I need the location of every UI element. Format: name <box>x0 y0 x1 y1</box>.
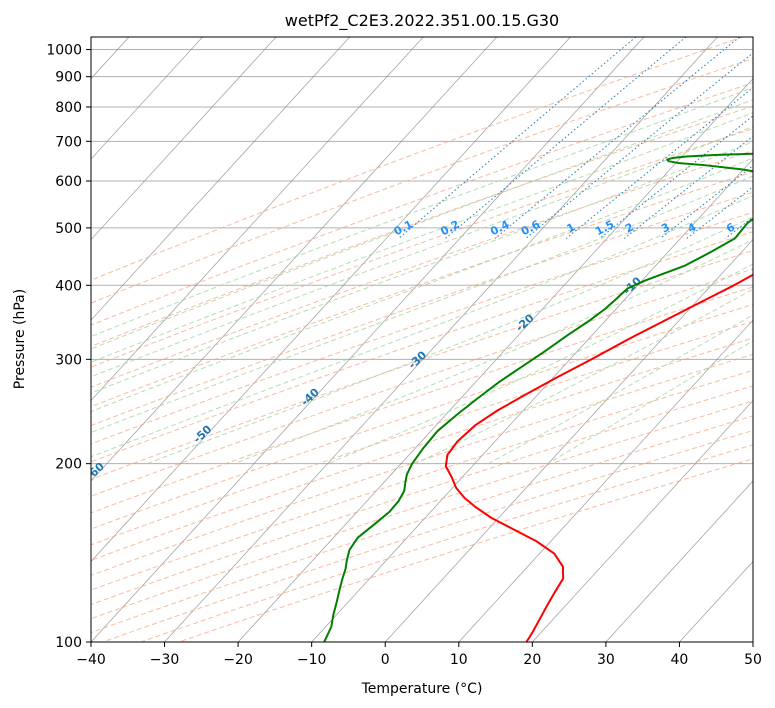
chart-title: wetPf2_C2E3.2022.351.00.15.G30 <box>285 11 559 31</box>
y-tick-label: 800 <box>55 100 82 116</box>
dry-adiabat-line <box>91 82 753 326</box>
moist-adiabat-line <box>415 288 753 465</box>
mixing-ratio-lines <box>398 37 753 239</box>
x-tick-label: −30 <box>150 652 180 668</box>
x-tick-label: 50 <box>744 652 762 668</box>
x-tick-label: 10 <box>450 652 468 668</box>
y-tick-label: 200 <box>55 457 82 473</box>
y-tick-label: 1000 <box>46 43 82 59</box>
x-tick-label: 0 <box>381 652 390 668</box>
mixing-ratio-line <box>599 115 753 239</box>
moist-adiabat-line <box>327 263 753 465</box>
dry-adiabat-line <box>91 211 753 445</box>
y-tick-label: 500 <box>55 221 82 237</box>
moist-adiabat-line <box>91 112 753 363</box>
x-tick-label: −20 <box>223 652 253 668</box>
dry-adiabat-line <box>91 286 753 514</box>
mixing-ratio-line <box>660 164 753 239</box>
moist-adiabat-line <box>91 126 753 378</box>
y-tick-label: 900 <box>55 70 82 86</box>
mixing-ratio-line <box>525 52 753 239</box>
isotherm-line <box>605 480 753 642</box>
y-tick-label: 400 <box>55 278 82 294</box>
x-axis-label: Temperature (°C) <box>361 681 483 697</box>
moist-adiabat-line <box>91 99 753 350</box>
temperature-profile-line <box>444 273 753 642</box>
moist-adiabat-line <box>91 86 753 338</box>
isotherm-line <box>91 37 277 241</box>
x-tick-label: −10 <box>297 652 327 668</box>
y-tick-label: 100 <box>55 635 82 651</box>
plot-area: -100-90-80-70-60-50-40-30-20-100.10.20.4… <box>91 37 753 642</box>
dewpoint-profile-line <box>323 152 753 642</box>
x-tick-label: −40 <box>76 652 106 668</box>
isotherm-line <box>91 37 203 160</box>
isotherm-line <box>532 399 753 642</box>
isotherm-line <box>237 78 753 642</box>
isotherm-line <box>164 37 718 642</box>
dry-adiabat-line <box>91 369 753 591</box>
dry-adiabat-line <box>91 400 753 620</box>
moist-adiabat-line <box>91 194 753 458</box>
isotherm-line <box>91 37 350 321</box>
y-tick-label: 300 <box>55 352 82 368</box>
isotherm-line <box>91 37 571 563</box>
dry-adiabat-line <box>91 250 753 480</box>
dry-adiabat-line <box>91 385 753 606</box>
y-axis: 100 200 300 400 500 600 700 800 900 1000 <box>46 43 91 651</box>
moist-adiabat-line <box>91 175 753 434</box>
isotherm-line <box>91 37 645 642</box>
y-tick-label: 600 <box>55 174 82 190</box>
moist-adiabat-line <box>91 141 753 394</box>
moist-adiabat-line <box>146 216 753 465</box>
dry-adiabat-line <box>91 415 753 634</box>
dry-adiabat-line <box>91 337 753 561</box>
x-tick-label: 30 <box>597 652 615 668</box>
plot-frame <box>90 36 754 643</box>
isotherm-line <box>384 238 753 642</box>
profile-lines <box>323 152 753 642</box>
pressure-gridlines <box>91 49 753 642</box>
isotherm-line <box>91 37 498 482</box>
isotherm-line <box>91 37 424 402</box>
isotherm-line <box>458 319 753 642</box>
x-tick-label: 20 <box>523 652 541 668</box>
y-tick-label: 700 <box>55 134 82 150</box>
dry-adiabat-line <box>91 105 753 348</box>
dry-adiabat-line <box>91 303 753 530</box>
mixing-ratio-line <box>494 37 740 239</box>
x-tick-label: 40 <box>671 652 689 668</box>
dry-adiabat-line <box>91 171 753 408</box>
y-axis-label: Pressure (hPa) <box>12 289 28 389</box>
dry-adiabat-line <box>91 320 753 546</box>
x-axis: −40 −30 −20 −10 0 10 20 30 40 50 <box>76 642 762 668</box>
skewed-isotherms <box>91 37 753 642</box>
